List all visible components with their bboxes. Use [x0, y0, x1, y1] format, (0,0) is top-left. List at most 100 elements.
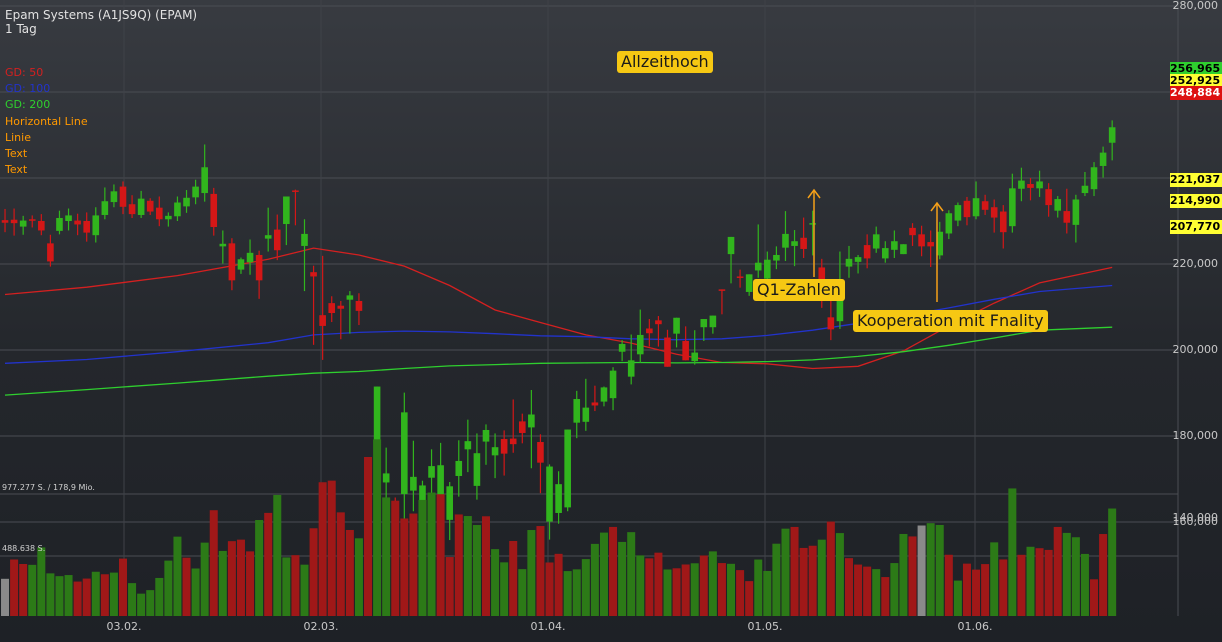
candle: [845, 245, 853, 278]
volume-bar: [73, 581, 82, 616]
volume-bar: [246, 551, 255, 616]
candle: [682, 326, 689, 361]
volume-bar: [100, 574, 109, 616]
price-tag-gd200: 207,770: [1170, 220, 1222, 234]
volume-bar: [264, 512, 273, 616]
volume-bar: [745, 581, 754, 616]
y-tick-label: 220,000: [1172, 257, 1219, 270]
volume-bar: [491, 549, 500, 616]
volume-bar: [1035, 548, 1044, 616]
candles: [1, 120, 1116, 561]
x-tick-label: 01.04.: [530, 620, 566, 633]
candle: [918, 225, 925, 257]
candle: [691, 330, 699, 365]
candle: [464, 419, 472, 473]
volume-bar: [835, 533, 844, 616]
y-tick-label: 280,000: [1172, 0, 1219, 12]
volume-bar: [291, 555, 300, 616]
candle: [636, 309, 644, 363]
volume-bar: [64, 575, 73, 616]
candle: [183, 190, 190, 213]
volume-bar: [273, 494, 282, 616]
candle: [773, 246, 780, 270]
candle: [328, 296, 336, 323]
volume-max-label: 977.277 S. / 178,9 Mio.: [2, 483, 95, 492]
candle: [56, 210, 63, 235]
candle: [891, 230, 898, 258]
candle: [709, 315, 717, 334]
volume-bar: [128, 583, 137, 616]
price-tag-gd50: 221,037: [1170, 173, 1222, 187]
volume-bar: [209, 510, 218, 616]
volume-bar: [1008, 488, 1017, 616]
candle: [854, 254, 862, 274]
volume-bar: [227, 541, 236, 616]
volume-bar: [736, 570, 745, 616]
volume-bar: [863, 566, 872, 616]
candle: [782, 211, 789, 261]
candle: [74, 213, 81, 236]
candle: [255, 250, 263, 299]
volume-bar: [890, 563, 899, 616]
ma-line-50: [4, 247, 1113, 370]
candle: [1108, 120, 1116, 161]
volume-bar: [817, 539, 826, 616]
volume-bar: [618, 541, 627, 616]
candle: [1018, 167, 1025, 202]
annotation-arrows: [807, 188, 944, 302]
volume-bar: [427, 492, 436, 616]
candle: [373, 386, 381, 443]
candle: [382, 447, 390, 507]
candle: [128, 195, 136, 218]
candle: [264, 207, 272, 252]
volume-bar: [727, 563, 736, 616]
volume-bar: [155, 577, 164, 616]
volume-bar: [1, 578, 10, 616]
volume-bar: [962, 563, 971, 616]
candle: [736, 269, 744, 288]
volume-bars: [1, 439, 1117, 616]
volume-bar: [581, 559, 590, 616]
y-tick-label: 180,000: [1172, 429, 1219, 442]
volume-bar: [654, 552, 663, 616]
candle: [210, 187, 218, 236]
volume-bar: [708, 551, 717, 616]
volume-bar: [318, 482, 327, 616]
candle: [1081, 171, 1089, 197]
candle: [346, 291, 354, 334]
candle: [754, 224, 762, 278]
volume-bar: [917, 525, 926, 616]
candle: [745, 274, 753, 296]
candle: [573, 390, 581, 439]
volume-bar: [645, 558, 654, 616]
volume-bar: [681, 564, 690, 616]
volume-bar: [300, 564, 309, 616]
volume-bar: [1090, 579, 1099, 616]
candle: [800, 217, 807, 258]
volume-mid-label: 488.638 S.: [2, 544, 46, 553]
candle: [591, 385, 599, 412]
candle: [500, 430, 508, 476]
candle: [1090, 162, 1098, 197]
x-tick-label: 01.05.: [747, 620, 783, 633]
candle: [83, 212, 90, 242]
candle: [990, 199, 998, 233]
candle: [38, 214, 45, 236]
price-tag-horizontal-line: 248,884: [1170, 86, 1222, 100]
candle: [646, 319, 653, 347]
volume-bar: [554, 553, 563, 616]
candle: [1036, 170, 1043, 197]
volume-bar: [82, 578, 91, 616]
volume-bar: [953, 580, 962, 616]
volume-bar: [500, 562, 509, 616]
volume-bar: [672, 568, 681, 616]
candle: [1, 208, 9, 233]
legend-item-text-1: Text: [5, 147, 28, 161]
candle: [609, 367, 617, 411]
volume-bar: [182, 557, 191, 616]
candle: [355, 293, 363, 326]
candle: [155, 196, 163, 227]
candle: [228, 238, 236, 291]
volume-bar: [990, 542, 999, 616]
volume-bar: [1026, 546, 1035, 616]
